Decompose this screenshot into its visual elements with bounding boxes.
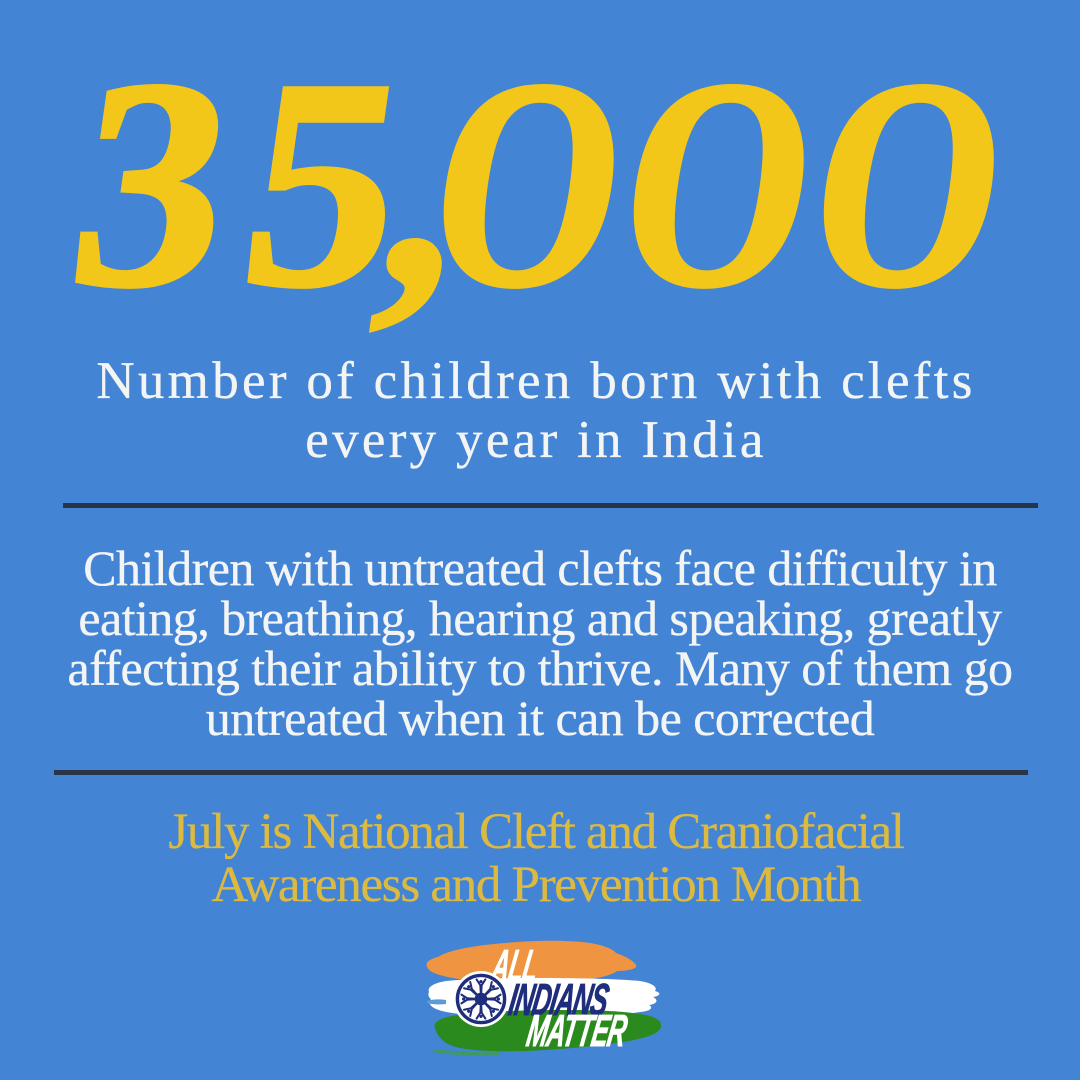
svg-text:MATTER: MATTER xyxy=(523,1006,631,1056)
svg-text:INDIANS: INDIANS xyxy=(505,974,613,1025)
